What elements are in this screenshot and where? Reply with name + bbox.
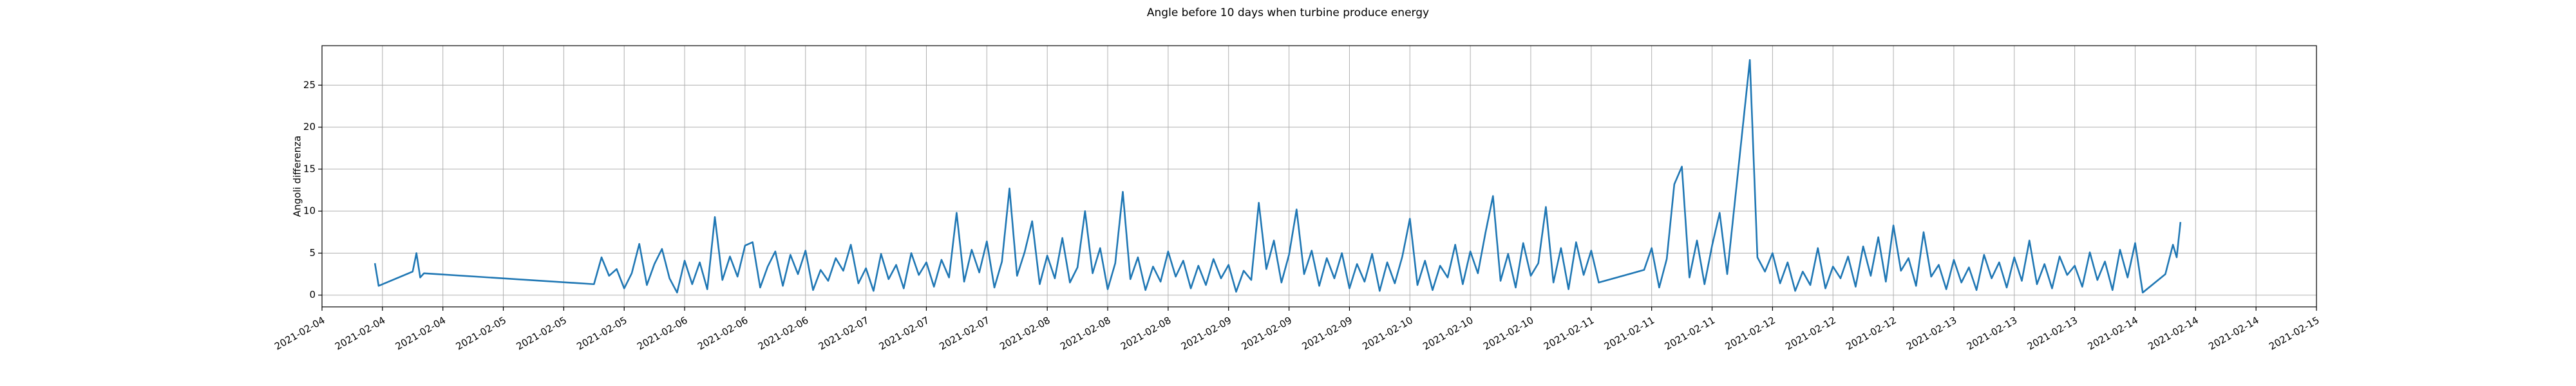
x-tick-label: 2021-02-06 <box>696 315 750 353</box>
x-tick-label: 2021-02-06 <box>756 315 811 353</box>
x-tick-label: 2021-02-08 <box>1119 315 1173 353</box>
x-tick-label: 2021-02-11 <box>1602 315 1657 353</box>
x-tick-label: 2021-02-12 <box>1723 315 1777 353</box>
x-tick-label: 2021-02-13 <box>1965 315 2020 353</box>
x-tick-label: 2021-02-10 <box>1421 315 1475 353</box>
x-tick-label: 2021-02-04 <box>393 315 448 353</box>
y-tick-label: 25 <box>303 79 316 91</box>
x-tick-label: 2021-02-06 <box>635 315 690 353</box>
data-line <box>374 59 2182 294</box>
chart-title: Angle before 10 days when turbine produc… <box>1147 6 1429 19</box>
x-tick-label: 2021-02-11 <box>1542 315 1596 353</box>
x-tick-label: 2021-02-12 <box>1783 315 1838 353</box>
x-tick-label: 2021-02-13 <box>2025 315 2080 353</box>
x-tick-label: 2021-02-05 <box>514 315 569 353</box>
y-tick-label: 20 <box>303 121 316 133</box>
y-tick-label: 0 <box>309 289 316 300</box>
x-tick-label: 2021-02-07 <box>937 315 992 353</box>
y-tick-label: 5 <box>309 247 316 259</box>
x-tick-label: 2021-02-14 <box>2086 315 2141 353</box>
x-tick-label: 2021-02-10 <box>1481 315 1536 353</box>
x-tick-label: 2021-02-04 <box>272 315 327 353</box>
x-tick-label: 2021-02-10 <box>1360 315 1415 353</box>
x-tick-label: 2021-02-05 <box>574 315 629 353</box>
x-tick-label: 2021-02-09 <box>1179 315 1234 353</box>
x-tick-label: 2021-02-12 <box>1844 315 1899 353</box>
x-tick-label: 2021-02-09 <box>1240 315 1294 353</box>
plot-frame <box>321 45 2317 308</box>
x-tick-label: 2021-02-14 <box>2206 315 2261 353</box>
x-tick-label: 2021-02-13 <box>1904 315 1959 353</box>
x-tick-label: 2021-02-11 <box>1663 315 1718 353</box>
x-tick-label: 2021-02-07 <box>817 315 871 353</box>
x-tick-label: 2021-02-05 <box>454 315 509 353</box>
x-tick-label: 2021-02-07 <box>877 315 932 353</box>
y-axis-label: Angoli differenza <box>292 136 303 217</box>
x-tick-label: 2021-02-08 <box>1058 315 1113 353</box>
x-tick-label: 2021-02-04 <box>333 315 388 353</box>
y-tick-label: 15 <box>303 163 316 174</box>
x-tick-label: 2021-02-15 <box>2267 315 2322 353</box>
x-tick-label: 2021-02-14 <box>2146 315 2201 353</box>
x-tick-label: 2021-02-08 <box>998 315 1052 353</box>
x-tick-label: 2021-02-09 <box>1300 315 1355 353</box>
y-tick-label: 10 <box>303 205 316 217</box>
